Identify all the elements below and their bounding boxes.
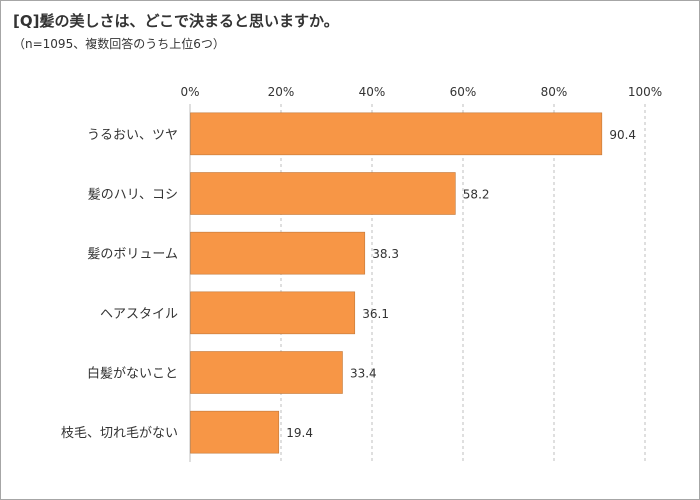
bar (190, 112, 603, 156)
chart-title: [Q]髪の美しさは、どこで決まると思いますか。 (13, 12, 339, 30)
x-tick-labels: 0% 20% 40% 60% 80% 100% (180, 85, 662, 99)
chart-subtitle: （n=1095、複数回答のうち上位6つ） (13, 37, 225, 51)
grid-layer (189, 104, 646, 462)
category-label: ヘアスタイル (100, 307, 178, 322)
bar (190, 172, 456, 215)
value-label: 38.3 (372, 247, 399, 261)
x-tick-label: 60% (450, 85, 477, 99)
bar (190, 231, 366, 275)
bar (190, 410, 280, 454)
x-tick-label: 80% (541, 85, 568, 99)
x-tick-label: 20% (268, 85, 295, 99)
x-tick-label: 100% (628, 85, 662, 99)
category-label: 白髪がないこと (87, 366, 178, 382)
category-label: 髪のボリューム (87, 247, 178, 262)
value-labels: 90.4 58.2 38.3 36.1 33.4 19.4 (286, 128, 636, 440)
category-label: 枝毛、切れ毛がない (61, 426, 178, 441)
bar (190, 351, 343, 394)
value-label: 36.1 (362, 307, 389, 321)
category-label: うるおい、ツヤ (87, 128, 178, 143)
x-tick-label: 40% (359, 85, 386, 99)
value-label: 58.2 (463, 188, 490, 202)
bars (190, 112, 603, 454)
value-label: 33.4 (350, 367, 377, 381)
bar (190, 291, 356, 335)
value-label: 90.4 (609, 128, 636, 142)
category-label: 髪のハリ、コシ (88, 188, 178, 203)
x-tick-label: 0% (180, 85, 199, 99)
category-labels: うるおい、ツヤ髪のハリ、コシ髪のボリュームヘアスタイル白髪がないこと枝毛、切れ毛… (61, 128, 178, 441)
value-label: 19.4 (286, 426, 313, 440)
